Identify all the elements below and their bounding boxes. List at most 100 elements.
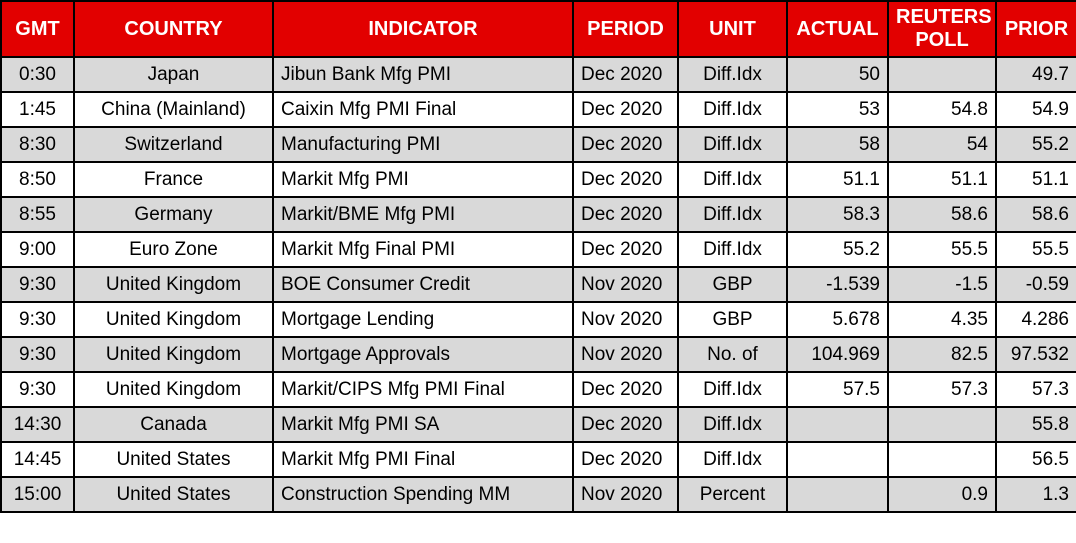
- cell-gmt: 14:30: [0, 406, 75, 443]
- cell-prior: 55.2: [995, 126, 1076, 163]
- cell-country: United States: [73, 441, 274, 478]
- cell-country: China (Mainland): [73, 91, 274, 128]
- cell-reuters-poll: [887, 56, 997, 93]
- cell-period: Dec 2020: [572, 161, 679, 198]
- cell-prior: 56.5: [995, 441, 1076, 478]
- cell-gmt: 0:30: [0, 56, 75, 93]
- cell-period: Dec 2020: [572, 441, 679, 478]
- cell-country: Euro Zone: [73, 231, 274, 268]
- table-body: 0:30 Japan Jibun Bank Mfg PMI Dec 2020 Diff.…: [0, 56, 1076, 513]
- cell-reuters-poll: 54: [887, 126, 997, 163]
- header-row: GMT COUNTRY INDICATOR PERIOD UNIT ACTUAL…: [0, 0, 1076, 58]
- cell-period: Dec 2020: [572, 196, 679, 233]
- cell-prior: 54.9: [995, 91, 1076, 128]
- header-unit: UNIT: [677, 0, 788, 58]
- cell-unit: Diff.Idx: [677, 126, 788, 163]
- cell-actual: 57.5: [786, 371, 889, 408]
- cell-gmt: 9:30: [0, 301, 75, 338]
- cell-prior: 1.3: [995, 476, 1076, 513]
- table-row: 9:30 United Kingdom BOE Consumer Credit Nov…: [0, 266, 1076, 303]
- cell-country: Germany: [73, 196, 274, 233]
- cell-period: Dec 2020: [572, 56, 679, 93]
- cell-unit: Diff.Idx: [677, 91, 788, 128]
- cell-gmt: 9:30: [0, 371, 75, 408]
- cell-country: United Kingdom: [73, 336, 274, 373]
- cell-indicator: Jibun Bank Mfg PMI: [272, 56, 574, 93]
- cell-actual: 58: [786, 126, 889, 163]
- cell-reuters-poll: 58.6: [887, 196, 997, 233]
- cell-country: France: [73, 161, 274, 198]
- cell-prior: 55.5: [995, 231, 1076, 268]
- cell-gmt: 14:45: [0, 441, 75, 478]
- cell-indicator: Caixin Mfg PMI Final: [272, 91, 574, 128]
- cell-country: United States: [73, 476, 274, 513]
- cell-country: Canada: [73, 406, 274, 443]
- cell-reuters-poll: [887, 441, 997, 478]
- cell-period: Dec 2020: [572, 371, 679, 408]
- cell-actual: 5.678: [786, 301, 889, 338]
- table-row: 15:00 United States Construction Spending …: [0, 476, 1076, 513]
- cell-reuters-poll: 57.3: [887, 371, 997, 408]
- cell-gmt: 8:50: [0, 161, 75, 198]
- table-row: 9:30 United Kingdom Mortgage Approvals Nov …: [0, 336, 1076, 373]
- table-row: 0:30 Japan Jibun Bank Mfg PMI Dec 2020 Diff.…: [0, 56, 1076, 93]
- cell-indicator: BOE Consumer Credit: [272, 266, 574, 303]
- table-header: GMT COUNTRY INDICATOR PERIOD UNIT ACTUAL…: [0, 0, 1076, 58]
- cell-country: United Kingdom: [73, 301, 274, 338]
- cell-indicator: Markit Mfg Final PMI: [272, 231, 574, 268]
- cell-indicator: Markit/CIPS Mfg PMI Final: [272, 371, 574, 408]
- cell-indicator: Markit/BME Mfg PMI: [272, 196, 574, 233]
- cell-gmt: 8:30: [0, 126, 75, 163]
- cell-reuters-poll: 55.5: [887, 231, 997, 268]
- header-gmt: GMT: [0, 0, 75, 58]
- cell-period: Dec 2020: [572, 231, 679, 268]
- cell-gmt: 1:45: [0, 91, 75, 128]
- cell-unit: Diff.Idx: [677, 231, 788, 268]
- cell-indicator: Markit Mfg PMI Final: [272, 441, 574, 478]
- cell-actual: [786, 406, 889, 443]
- cell-gmt: 9:00: [0, 231, 75, 268]
- cell-actual: 50: [786, 56, 889, 93]
- cell-actual: -1.539: [786, 266, 889, 303]
- table-row: 14:30 Canada Markit Mfg PMI SA Dec 2020 Diff…: [0, 406, 1076, 443]
- cell-indicator: Mortgage Approvals: [272, 336, 574, 373]
- cell-country: Switzerland: [73, 126, 274, 163]
- cell-reuters-poll: -1.5: [887, 266, 997, 303]
- cell-period: Dec 2020: [572, 406, 679, 443]
- cell-unit: Diff.Idx: [677, 406, 788, 443]
- cell-gmt: 15:00: [0, 476, 75, 513]
- cell-prior: -0.59: [995, 266, 1076, 303]
- cell-unit: GBP: [677, 266, 788, 303]
- table-row: 1:45 China (Mainland) Caixin Mfg PMI Final…: [0, 91, 1076, 128]
- table-row: 14:45 United States Markit Mfg PMI Final De…: [0, 441, 1076, 478]
- cell-period: Nov 2020: [572, 476, 679, 513]
- cell-reuters-poll: 51.1: [887, 161, 997, 198]
- header-period: PERIOD: [572, 0, 679, 58]
- cell-period: Dec 2020: [572, 91, 679, 128]
- cell-prior: 49.7: [995, 56, 1076, 93]
- cell-prior: 97.532: [995, 336, 1076, 373]
- cell-actual: 104.969: [786, 336, 889, 373]
- header-reuters-poll: REUTERS POLL: [887, 0, 997, 58]
- cell-prior: 4.286: [995, 301, 1076, 338]
- cell-prior: 58.6: [995, 196, 1076, 233]
- cell-prior: 57.3: [995, 371, 1076, 408]
- cell-country: United Kingdom: [73, 371, 274, 408]
- table-row: 8:55 Germany Markit/BME Mfg PMI Dec 2020 Dif…: [0, 196, 1076, 233]
- cell-indicator: Markit Mfg PMI: [272, 161, 574, 198]
- cell-prior: 51.1: [995, 161, 1076, 198]
- header-indicator: INDICATOR: [272, 0, 574, 58]
- cell-reuters-poll: 82.5: [887, 336, 997, 373]
- cell-gmt: 8:55: [0, 196, 75, 233]
- cell-unit: No. of: [677, 336, 788, 373]
- cell-unit: Diff.Idx: [677, 196, 788, 233]
- cell-unit: Diff.Idx: [677, 161, 788, 198]
- cell-actual: [786, 441, 889, 478]
- cell-reuters-poll: [887, 406, 997, 443]
- cell-indicator: Mortgage Lending: [272, 301, 574, 338]
- table-row: 8:50 France Markit Mfg PMI Dec 2020 Diff.Idx…: [0, 161, 1076, 198]
- cell-actual: [786, 476, 889, 513]
- cell-actual: 58.3: [786, 196, 889, 233]
- cell-prior: 55.8: [995, 406, 1076, 443]
